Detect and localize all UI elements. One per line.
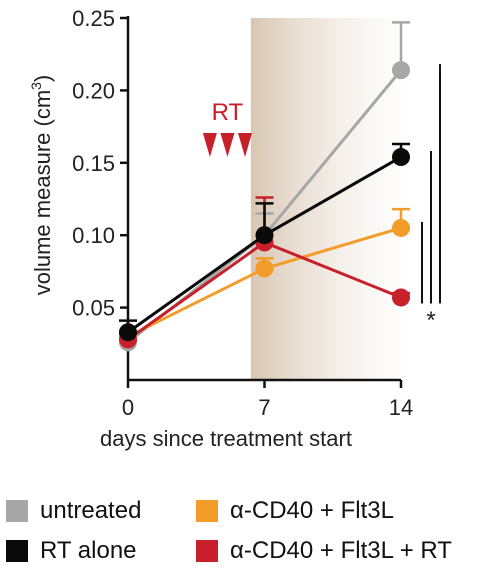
x-axis-title: days since treatment start bbox=[100, 426, 352, 451]
y-tick-label: 0.10 bbox=[72, 223, 115, 248]
rt-dose-marker bbox=[238, 133, 252, 157]
y-tick-label: 0.05 bbox=[72, 296, 115, 321]
x-tick-label: 7 bbox=[258, 395, 270, 420]
y-axis-title: volume measure (cm3) bbox=[28, 75, 55, 296]
legend: untreated RT alone α-CD40 + Flt3L α-CD40… bbox=[0, 488, 487, 571]
legend-label-cd40-flt3l-rt: α-CD40 + Flt3L + RT bbox=[230, 537, 452, 564]
series-3 bbox=[119, 142, 410, 342]
x-tick-label: 0 bbox=[122, 395, 134, 420]
legend-swatch-rt-alone bbox=[6, 540, 28, 562]
legend-label-cd40-flt3l: α-CD40 + Flt3L bbox=[230, 497, 394, 524]
x-tick-label: 14 bbox=[389, 395, 413, 420]
legend-swatch-untreated bbox=[6, 500, 28, 522]
data-point bbox=[255, 259, 274, 278]
y-tick-label: 0.15 bbox=[72, 151, 115, 176]
data-point bbox=[392, 218, 410, 237]
legend-item-untreated: untreated bbox=[6, 497, 141, 525]
y-tick-label: 0.20 bbox=[72, 78, 115, 103]
legend-item-cd40-flt3l: α-CD40 + Flt3L bbox=[196, 497, 394, 525]
rt-dose-marker bbox=[202, 133, 217, 157]
y-tick-label: 0.25 bbox=[72, 6, 115, 31]
data-point bbox=[392, 288, 410, 307]
legend-label-untreated: untreated bbox=[40, 497, 142, 524]
rt-label: RT bbox=[212, 99, 244, 126]
shaded-region bbox=[250, 18, 415, 380]
legend-swatch-cd40-flt3l-rt bbox=[196, 540, 218, 562]
line-chart: 0.05 0.10 0.15 0.20 0.25 0 7 14 days since treat… bbox=[28, 6, 441, 451]
rt-dose-marker bbox=[220, 133, 235, 157]
significance-asterisk: * bbox=[426, 307, 435, 334]
legend-item-rt-alone: RT alone bbox=[6, 537, 137, 565]
data-point bbox=[392, 148, 410, 167]
legend-swatch-cd40-flt3l bbox=[196, 500, 218, 522]
data-point bbox=[119, 323, 137, 342]
data-point bbox=[392, 61, 410, 80]
legend-item-cd40-flt3l-rt: α-CD40 + Flt3L + RT bbox=[196, 537, 452, 565]
legend-label-rt-alone: RT alone bbox=[40, 537, 137, 564]
data-point bbox=[255, 226, 274, 245]
